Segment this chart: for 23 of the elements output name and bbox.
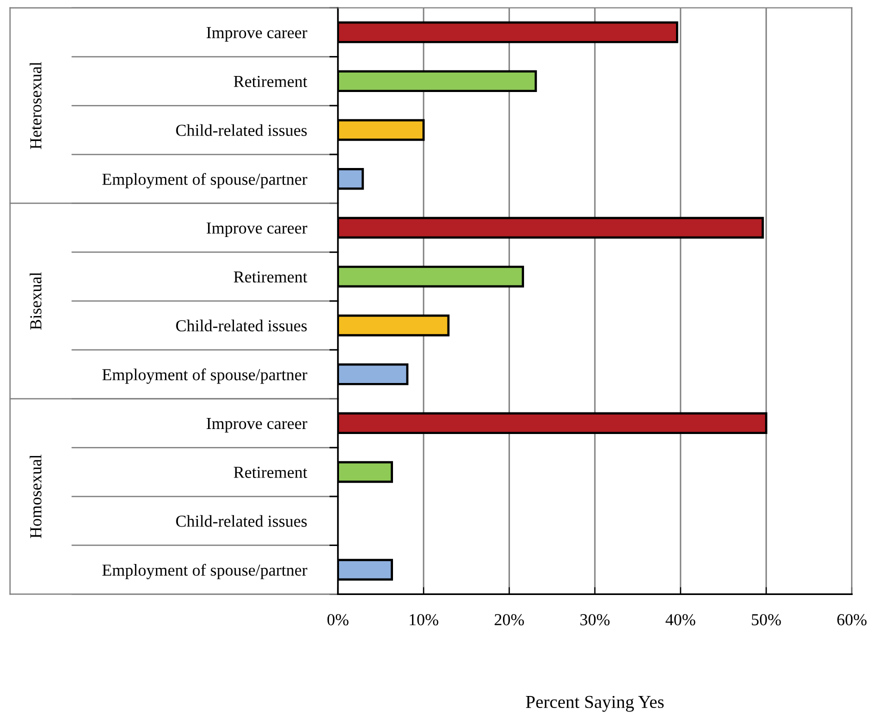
x-tick-label: 40% <box>666 614 696 626</box>
y-tick-label: Child-related issues <box>176 124 307 136</box>
y-tick-label: Retirement <box>234 76 308 88</box>
y-tick-label: Improve career <box>206 27 308 42</box>
y-tick-label: Improve career <box>206 418 308 432</box>
y-tick-label: Employment of spouse/partner <box>102 368 308 384</box>
y-tick-label: Child-related issues <box>176 320 307 332</box>
x-tick-label: 20% <box>494 614 524 626</box>
y-tick-label: Employment of spouse/partner <box>102 564 308 580</box>
x-tick-label: 30% <box>580 614 610 626</box>
text: Homosexual <box>30 454 42 538</box>
text: Bisexual <box>30 272 42 330</box>
x-axis-title: Percent Saying Yes <box>526 696 664 712</box>
x-tick-label: 50% <box>752 614 781 626</box>
x-tick-label: 60% <box>837 614 867 626</box>
x-tick-label: 10% <box>410 614 438 626</box>
y-tick-label: Retirement <box>234 271 308 283</box>
y-tick-label: Retirement <box>234 466 308 478</box>
y-tick-label: Employment of spouse/partner <box>102 173 308 188</box>
text: Heterosexual <box>30 62 42 150</box>
y-tick-label: Child-related issues <box>176 515 307 527</box>
x-tick-label: 0% <box>327 614 348 626</box>
y-tick-label: Improve career <box>206 222 308 238</box>
